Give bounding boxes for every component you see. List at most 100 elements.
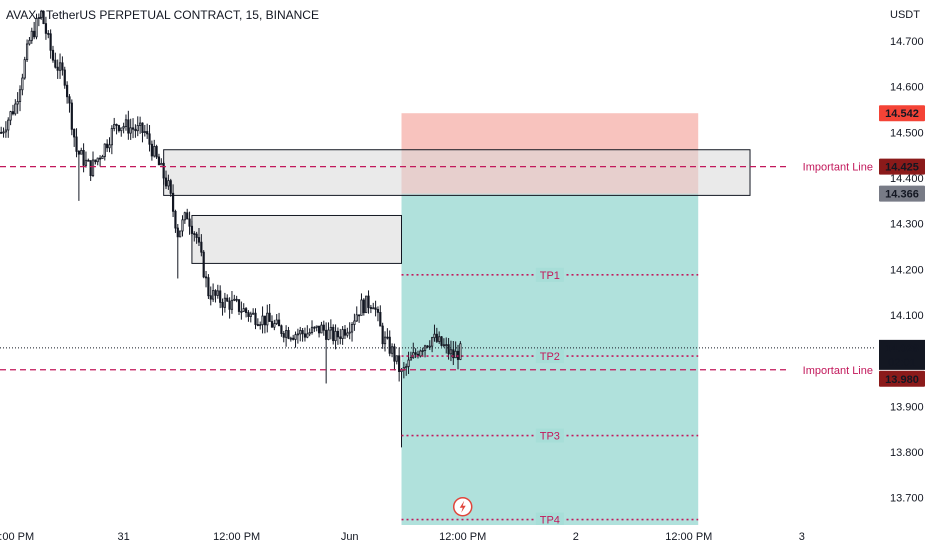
tp-label-tp4: TP4 bbox=[540, 515, 560, 527]
candle-body bbox=[287, 330, 290, 339]
candle-body bbox=[44, 23, 48, 34]
candle bbox=[195, 231, 198, 244]
candle bbox=[433, 324, 436, 342]
candle bbox=[160, 158, 163, 166]
time-axis[interactable]: 12:00 PM 31 12:00 PM Jun 12:00 PM 2 12:00 PM 3 bbox=[0, 525, 932, 550]
candle-body bbox=[143, 131, 146, 133]
candle bbox=[0, 126, 3, 134]
candle-body bbox=[61, 62, 64, 71]
candle bbox=[372, 302, 375, 310]
candle-body bbox=[440, 336, 443, 346]
candle-body bbox=[282, 333, 285, 338]
price-tick-label: 13.800 bbox=[890, 447, 924, 459]
candle-body bbox=[254, 312, 257, 325]
candle bbox=[296, 328, 299, 344]
candle-body bbox=[124, 119, 128, 127]
zone-box-1 bbox=[163, 149, 751, 196]
candle-body bbox=[313, 326, 316, 329]
candle-body bbox=[381, 325, 384, 345]
candle-body bbox=[445, 344, 448, 347]
candle-body bbox=[153, 146, 156, 157]
candle bbox=[341, 326, 344, 345]
candle bbox=[169, 178, 172, 197]
candle-body bbox=[214, 290, 217, 296]
candle bbox=[310, 320, 314, 335]
candle bbox=[379, 305, 382, 327]
candle-body bbox=[400, 369, 403, 373]
candle-body bbox=[221, 302, 224, 308]
candle bbox=[164, 170, 168, 190]
candle bbox=[386, 328, 389, 340]
candle bbox=[242, 303, 245, 312]
candle-body bbox=[0, 131, 3, 134]
candle bbox=[91, 151, 95, 178]
candle-body bbox=[82, 150, 85, 166]
candle-body bbox=[212, 290, 215, 300]
candle bbox=[146, 123, 149, 139]
candle-body bbox=[242, 308, 245, 312]
candle-body bbox=[129, 127, 132, 134]
candle bbox=[440, 336, 443, 347]
candle bbox=[113, 117, 116, 132]
candle bbox=[58, 53, 62, 79]
candle-body bbox=[365, 295, 368, 314]
time-tick-label: 12:00 PM bbox=[665, 531, 712, 543]
candle-body bbox=[327, 329, 330, 340]
candle-body bbox=[204, 276, 208, 279]
candle bbox=[235, 295, 238, 303]
candle bbox=[75, 128, 78, 158]
candle-body bbox=[289, 337, 292, 340]
candle bbox=[56, 59, 59, 79]
candle bbox=[94, 159, 97, 165]
stop-price-badge: 14.542 bbox=[879, 105, 925, 122]
price-axis[interactable]: USDT 13.700 13.800 13.900 14.100 14.200 14.300… bbox=[876, 0, 932, 550]
candle-body bbox=[202, 251, 205, 278]
chart-title: AVAX / TetherUS PERPETUAL CONTRACT, 15, … bbox=[6, 8, 319, 22]
candle-body bbox=[49, 33, 52, 51]
candle-body bbox=[120, 127, 123, 132]
candle bbox=[390, 343, 394, 358]
candle-body bbox=[339, 336, 342, 339]
candle-body bbox=[110, 128, 113, 146]
candle-body bbox=[25, 43, 29, 61]
candle-body bbox=[51, 49, 55, 61]
candle bbox=[68, 94, 71, 113]
candle-body bbox=[66, 84, 69, 98]
candle bbox=[226, 294, 229, 302]
candle-body bbox=[16, 101, 19, 105]
candle-body bbox=[80, 150, 83, 155]
candle-body bbox=[317, 325, 321, 334]
candle bbox=[334, 324, 337, 350]
candle-body bbox=[336, 330, 340, 338]
candle bbox=[181, 215, 184, 237]
candle-body bbox=[190, 225, 194, 234]
candle bbox=[127, 110, 130, 140]
candle bbox=[212, 283, 215, 302]
candles-layer bbox=[0, 9, 462, 448]
candle bbox=[299, 326, 302, 342]
candle-body bbox=[200, 241, 203, 253]
candle-body bbox=[348, 331, 351, 334]
candle bbox=[190, 220, 194, 237]
candle bbox=[343, 325, 347, 340]
candle bbox=[150, 140, 153, 161]
candle bbox=[287, 326, 290, 340]
candle bbox=[438, 331, 441, 344]
candle bbox=[11, 104, 15, 116]
candle bbox=[409, 351, 413, 361]
candle-body bbox=[223, 297, 226, 308]
candle-body bbox=[226, 297, 229, 302]
candle bbox=[204, 270, 208, 288]
candle bbox=[360, 293, 363, 316]
candle bbox=[186, 208, 189, 220]
candle-body bbox=[183, 212, 186, 221]
candle-body bbox=[209, 295, 212, 300]
tp-label-bg bbox=[535, 428, 564, 443]
candle-body bbox=[423, 345, 427, 351]
candle-body bbox=[117, 125, 121, 132]
candle bbox=[454, 341, 457, 359]
candle-body bbox=[228, 300, 231, 310]
candle bbox=[134, 124, 137, 138]
candle-body bbox=[207, 277, 210, 297]
